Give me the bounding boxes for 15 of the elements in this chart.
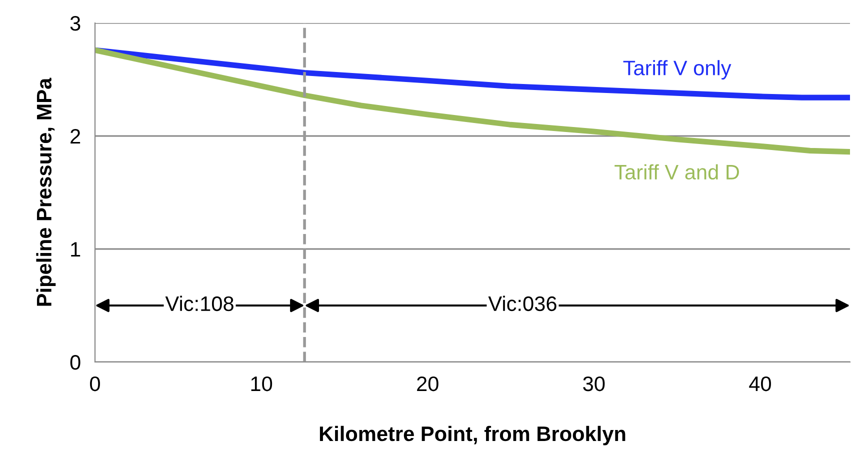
y-tick-label: 3 <box>70 16 80 31</box>
series-label: Tariff V only <box>623 60 732 80</box>
x-tick-label: 40 <box>749 376 771 392</box>
y-tick-label: 2 <box>70 129 80 144</box>
x-tick-label: 30 <box>583 376 605 392</box>
x-axis-title: Kilometre Point, from Brooklyn <box>320 426 626 446</box>
y-tick-label: 1 <box>71 242 80 257</box>
x-tick-label: 0 <box>90 376 100 392</box>
x-tick-label: 10 <box>251 376 272 392</box>
annotation: Vic:036 <box>488 296 556 312</box>
y-tick-label: 0 <box>70 355 80 370</box>
x-tick-label: 20 <box>417 376 438 392</box>
y-axis-title: Pipeline Pressure, MPa <box>36 78 56 306</box>
annotation: Vic:108 <box>165 296 234 312</box>
series-label: Tariff V and D <box>614 164 739 180</box>
